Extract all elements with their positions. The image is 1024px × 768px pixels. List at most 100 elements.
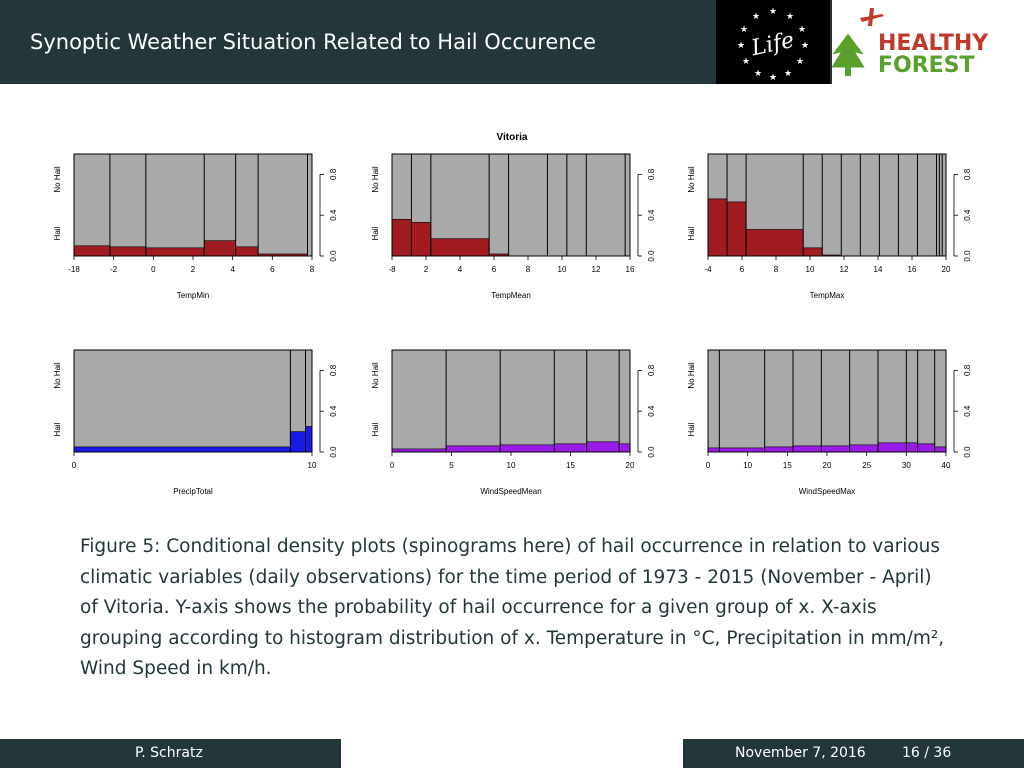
spinogram-grid: Vitoria -18 -2 0 2 4 6 8 TempMin Hail No Hail 0.0 0… xyxy=(53,132,972,496)
airplane-icon xyxy=(860,8,884,26)
y-label-no-hail: No Hail xyxy=(687,166,696,192)
caption-text: Conditional density plots (spinograms he… xyxy=(80,536,945,679)
x-tick-label: 4 xyxy=(458,265,463,274)
y-tick-label: 0.4 xyxy=(647,209,656,221)
y-tick-label: 0.8 xyxy=(329,168,338,180)
hail-bar xyxy=(553,443,588,453)
hail-bar xyxy=(391,218,412,257)
x-tick-label: 6 xyxy=(740,265,745,274)
footer-left-bar xyxy=(0,739,341,768)
x-tick-label: -18 xyxy=(68,265,80,274)
hail-bar xyxy=(618,443,631,453)
y-tick-label: 0.0 xyxy=(963,446,972,458)
tree-icon xyxy=(831,33,865,76)
x-tick-label: 20 xyxy=(626,461,635,470)
svg-text:★: ★ xyxy=(737,41,745,51)
svg-text:★: ★ xyxy=(752,12,760,22)
y-label-hail: Hail xyxy=(53,226,62,240)
hail-bar xyxy=(235,246,259,257)
y-label-no-hail: No Hail xyxy=(53,166,62,192)
hail-bar xyxy=(792,445,822,453)
hail-bar xyxy=(906,442,918,453)
x-tick-label: 2 xyxy=(424,265,429,274)
panel-background xyxy=(74,350,312,452)
panel-frame xyxy=(73,349,313,453)
panel-background xyxy=(74,154,312,256)
x-tick-label: 10 xyxy=(558,265,567,274)
life-logo: ★ ★ ★ ★ ★ ★ ★ ★ ★ ★ ★ ★ Life xyxy=(716,0,830,84)
panel-background xyxy=(392,350,630,452)
x-axis-label: WindSpeedMax xyxy=(799,487,855,496)
y-tick-label: 0.8 xyxy=(329,364,338,376)
hail-bar xyxy=(719,447,765,453)
hail-bar xyxy=(707,198,728,257)
hail-bar xyxy=(821,445,850,453)
hail-bar xyxy=(499,444,555,453)
y-tick-label: 0.0 xyxy=(647,250,656,262)
hail-bar xyxy=(726,201,747,257)
y-tick-label: 0.0 xyxy=(329,250,338,262)
y-tick-label: 0.8 xyxy=(963,364,972,376)
hail-bar xyxy=(411,222,432,257)
panel-background xyxy=(708,350,946,452)
x-tick-label: 12 xyxy=(592,265,601,274)
footer-date: November 7, 2016 xyxy=(735,745,866,761)
x-tick-label: 16 xyxy=(626,265,635,274)
y-label-hail: Hail xyxy=(687,422,696,436)
y-tick-label: 0.0 xyxy=(647,446,656,458)
x-tick-label: 10 xyxy=(806,265,815,274)
figure-caption: Figure 5: Conditional density plots (spi… xyxy=(80,532,950,685)
x-tick-label: 14 xyxy=(874,265,883,274)
x-tick-label: 20 xyxy=(823,461,832,470)
y-tick-label: 0.4 xyxy=(963,405,972,417)
x-axis-label: TempMax xyxy=(810,291,845,300)
hail-bar xyxy=(290,431,306,453)
svg-text:★: ★ xyxy=(801,41,809,51)
healthy-forest-logo: HEALTHY FOREST xyxy=(831,0,1024,84)
hail-bar xyxy=(586,441,620,453)
x-tick-label: 5 xyxy=(449,461,454,470)
figure-title: Vitoria xyxy=(497,132,528,143)
x-tick-label: 8 xyxy=(774,265,779,274)
x-tick-label: 6 xyxy=(492,265,497,274)
footer-author: P. Schratz xyxy=(135,745,203,761)
svg-text:★: ★ xyxy=(754,69,762,79)
hail-bar xyxy=(445,445,501,453)
x-tick-label: 8 xyxy=(526,265,531,274)
hail-bar xyxy=(849,444,879,453)
x-tick-label: 40 xyxy=(942,461,951,470)
life-logo-text: Life xyxy=(748,28,796,62)
x-axis-label: TempMean xyxy=(491,291,531,300)
hail-bar xyxy=(877,442,907,453)
y-tick-label: 0.4 xyxy=(647,405,656,417)
svg-text:★: ★ xyxy=(798,25,806,35)
hail-bar xyxy=(305,426,313,453)
x-tick-label: 0 xyxy=(72,461,77,470)
y-label-no-hail: No Hail xyxy=(371,362,380,388)
spinogram-figure: Vitoria -18 -2 0 2 4 6 8 TempMin Hail No Hail 0.0 0… xyxy=(36,116,988,508)
y-tick-label: 0.8 xyxy=(963,168,972,180)
x-tick-label: -2 xyxy=(110,265,118,274)
y-tick-label: 0.0 xyxy=(963,250,972,262)
x-axis-label: PrecipTotal xyxy=(173,487,213,496)
panel-frame xyxy=(707,153,947,257)
x-tick-label: -4 xyxy=(704,265,712,274)
y-tick-label: 0.4 xyxy=(329,209,338,221)
y-tick-label: 0.4 xyxy=(963,209,972,221)
x-axis-label: TempMin xyxy=(177,291,209,300)
x-tick-label: -8 xyxy=(388,265,396,274)
x-tick-label: 15 xyxy=(783,461,792,470)
y-label-hail: Hail xyxy=(371,422,380,436)
hail-bar xyxy=(109,246,147,257)
x-tick-label: 10 xyxy=(507,461,516,470)
svg-text:★: ★ xyxy=(796,57,804,67)
svg-text:★: ★ xyxy=(769,7,777,17)
hail-bar xyxy=(745,229,804,257)
y-tick-label: 0.0 xyxy=(329,446,338,458)
hail-bar xyxy=(707,447,720,453)
hail-bar xyxy=(145,247,205,257)
x-tick-label: 15 xyxy=(566,461,575,470)
svg-text:★: ★ xyxy=(769,73,777,83)
y-label-hail: Hail xyxy=(371,226,380,240)
x-tick-label: 8 xyxy=(310,265,315,274)
